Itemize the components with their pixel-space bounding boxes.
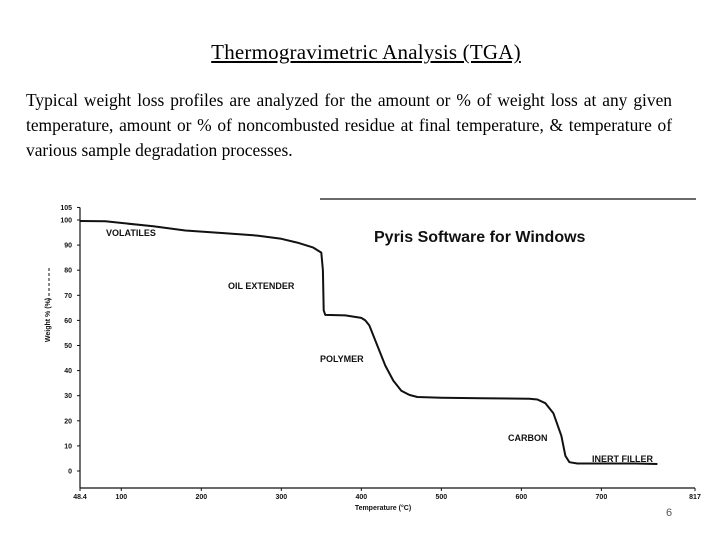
y-tick-label: 100 xyxy=(60,218,72,225)
y-tick-label: 30 xyxy=(64,393,72,400)
page-number: 6 xyxy=(666,507,673,519)
y-tick-label: 10 xyxy=(64,443,72,450)
x-tick-label: 600 xyxy=(516,494,528,501)
slide-title: Thermogravimetric Analysis (TGA) xyxy=(211,40,521,64)
x-axis-label: Temperature (°C) xyxy=(355,504,411,512)
x-tick-label: 500 xyxy=(436,494,448,501)
y-tick-label: 60 xyxy=(64,318,72,325)
y-tick-label: 105 xyxy=(60,205,72,212)
annotation-label: VOLATILES xyxy=(106,228,156,238)
annotation-label: INERT FILLER xyxy=(592,454,653,464)
x-tick-label: 817 xyxy=(689,494,701,501)
y-tick-label: 80 xyxy=(64,268,72,275)
y-tick-label: 0 xyxy=(68,469,72,476)
chart-axes xyxy=(48,198,696,489)
chart-annotations: VOLATILES OIL EXTENDER POLYMER CARBON INERT … xyxy=(106,228,653,464)
annotation-label: OIL EXTENDER xyxy=(228,281,295,291)
x-tick-label: 300 xyxy=(275,494,287,501)
x-tick-label: 200 xyxy=(195,494,207,501)
x-tick-label: 400 xyxy=(355,494,367,501)
y-tick-label: 20 xyxy=(64,418,72,425)
weight-loss-curve xyxy=(79,220,658,465)
x-tick-label: 700 xyxy=(596,494,608,501)
y-axis-label: Weight % (%) xyxy=(45,298,52,342)
annotation-label: CARBON xyxy=(508,433,548,443)
y-tick-label: 70 xyxy=(64,293,72,300)
annotation-label: POLYMER xyxy=(320,354,364,364)
y-tick-label: 40 xyxy=(64,368,72,375)
software-label: Pyris Software for Windows xyxy=(374,229,586,246)
x-tick-label: 48.4 xyxy=(73,494,87,501)
y-tick-label: 50 xyxy=(64,343,72,350)
x-tick-label: 100 xyxy=(115,494,127,501)
slide-description: Typical weight loss profiles are analyze… xyxy=(26,90,672,160)
x-axis-ticks: 48.4 100 200 300 400 500 600 700 817 xyxy=(73,488,701,501)
y-tick-label: 90 xyxy=(64,243,72,250)
